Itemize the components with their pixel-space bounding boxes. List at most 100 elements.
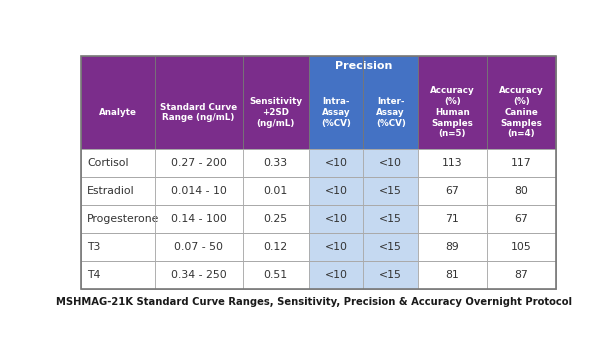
Bar — [81, 205, 155, 233]
Bar — [242, 233, 309, 261]
Bar — [81, 177, 155, 205]
Text: 87: 87 — [514, 270, 528, 280]
Bar — [242, 205, 309, 233]
Bar — [418, 149, 487, 177]
Text: <10: <10 — [379, 158, 402, 168]
Bar — [487, 177, 556, 205]
Bar — [81, 177, 155, 205]
Text: Analyte: Analyte — [99, 108, 137, 117]
Text: Progesterone: Progesterone — [87, 214, 159, 224]
Bar — [418, 177, 487, 205]
Bar — [81, 177, 556, 205]
Bar — [81, 261, 556, 288]
Text: <10: <10 — [325, 158, 348, 168]
Bar — [155, 233, 242, 261]
Bar — [155, 205, 242, 233]
Bar — [155, 149, 242, 177]
Bar — [242, 149, 309, 177]
Bar — [309, 233, 364, 261]
Bar — [418, 261, 487, 288]
Bar — [309, 56, 418, 149]
Text: <10: <10 — [325, 242, 348, 252]
Bar — [364, 205, 418, 233]
Text: 0.27 - 200: 0.27 - 200 — [171, 158, 226, 168]
Text: 0.12: 0.12 — [264, 242, 288, 252]
Bar — [418, 205, 487, 233]
Bar — [309, 56, 364, 149]
Bar — [364, 56, 418, 149]
Text: Sensitivity
+2SD
(ng/mL): Sensitivity +2SD (ng/mL) — [249, 97, 302, 128]
Text: 0.51: 0.51 — [264, 270, 288, 280]
Bar — [364, 233, 418, 261]
Text: Standard Curve
Range (ng/mL): Standard Curve Range (ng/mL) — [160, 103, 237, 122]
Bar — [309, 149, 364, 177]
Text: 67: 67 — [446, 186, 459, 196]
Text: <10: <10 — [325, 214, 348, 224]
Bar — [364, 205, 418, 233]
Bar — [364, 233, 418, 261]
Text: Cortisol: Cortisol — [87, 158, 129, 168]
Bar — [242, 56, 309, 149]
Bar — [418, 233, 487, 261]
Bar — [418, 205, 487, 233]
Bar — [242, 177, 309, 205]
Text: Accuracy
(%)
Human
Samples
(n=5): Accuracy (%) Human Samples (n=5) — [430, 86, 475, 139]
Bar — [155, 149, 242, 177]
Text: 67: 67 — [514, 214, 528, 224]
Text: MSHMAG-21K Standard Curve Ranges, Sensitivity, Precision & Accuracy Overnight Pr: MSHMAG-21K Standard Curve Ranges, Sensit… — [56, 297, 572, 307]
Text: 0.01: 0.01 — [264, 186, 288, 196]
Bar — [364, 149, 418, 177]
Bar — [155, 177, 242, 205]
Bar — [487, 149, 556, 177]
Bar — [364, 177, 418, 205]
Bar — [81, 56, 556, 288]
Text: Inter-
Assay
(%CV): Inter- Assay (%CV) — [376, 97, 406, 128]
Bar — [81, 233, 556, 261]
Bar — [487, 205, 556, 233]
Text: T4: T4 — [87, 270, 100, 280]
Bar — [81, 205, 155, 233]
Bar — [81, 149, 556, 177]
Bar — [81, 149, 155, 177]
Bar — [81, 261, 155, 288]
Bar — [81, 205, 556, 233]
Bar — [418, 177, 487, 205]
Bar — [418, 261, 487, 288]
Bar — [309, 261, 364, 288]
Text: <15: <15 — [379, 242, 402, 252]
Bar — [155, 56, 242, 149]
Text: Precision: Precision — [335, 61, 392, 71]
Text: 105: 105 — [511, 242, 532, 252]
Bar — [242, 149, 309, 177]
Bar — [81, 233, 155, 261]
Text: <10: <10 — [325, 270, 348, 280]
Text: 71: 71 — [446, 214, 459, 224]
Text: 0.14 - 100: 0.14 - 100 — [171, 214, 226, 224]
Bar — [309, 233, 364, 261]
Bar — [81, 233, 155, 261]
Text: <15: <15 — [379, 214, 402, 224]
Bar — [242, 261, 309, 288]
Bar — [81, 149, 155, 177]
Bar — [81, 261, 155, 288]
Text: 0.07 - 50: 0.07 - 50 — [174, 242, 223, 252]
Bar — [309, 205, 364, 233]
Text: 117: 117 — [511, 158, 531, 168]
Bar — [309, 261, 364, 288]
Bar — [242, 205, 309, 233]
Text: Intra-
Assay
(%CV): Intra- Assay (%CV) — [321, 97, 351, 128]
Text: 0.33: 0.33 — [264, 158, 288, 168]
Bar — [155, 205, 242, 233]
Bar — [309, 149, 364, 177]
Bar — [364, 261, 418, 288]
Text: 113: 113 — [442, 158, 463, 168]
Bar — [487, 261, 556, 288]
Bar — [155, 233, 242, 261]
Text: 0.25: 0.25 — [264, 214, 288, 224]
Text: T3: T3 — [87, 242, 100, 252]
Text: 0.34 - 250: 0.34 - 250 — [171, 270, 226, 280]
Text: 81: 81 — [446, 270, 459, 280]
Bar — [242, 177, 309, 205]
Bar — [309, 177, 364, 205]
Bar — [487, 205, 556, 233]
